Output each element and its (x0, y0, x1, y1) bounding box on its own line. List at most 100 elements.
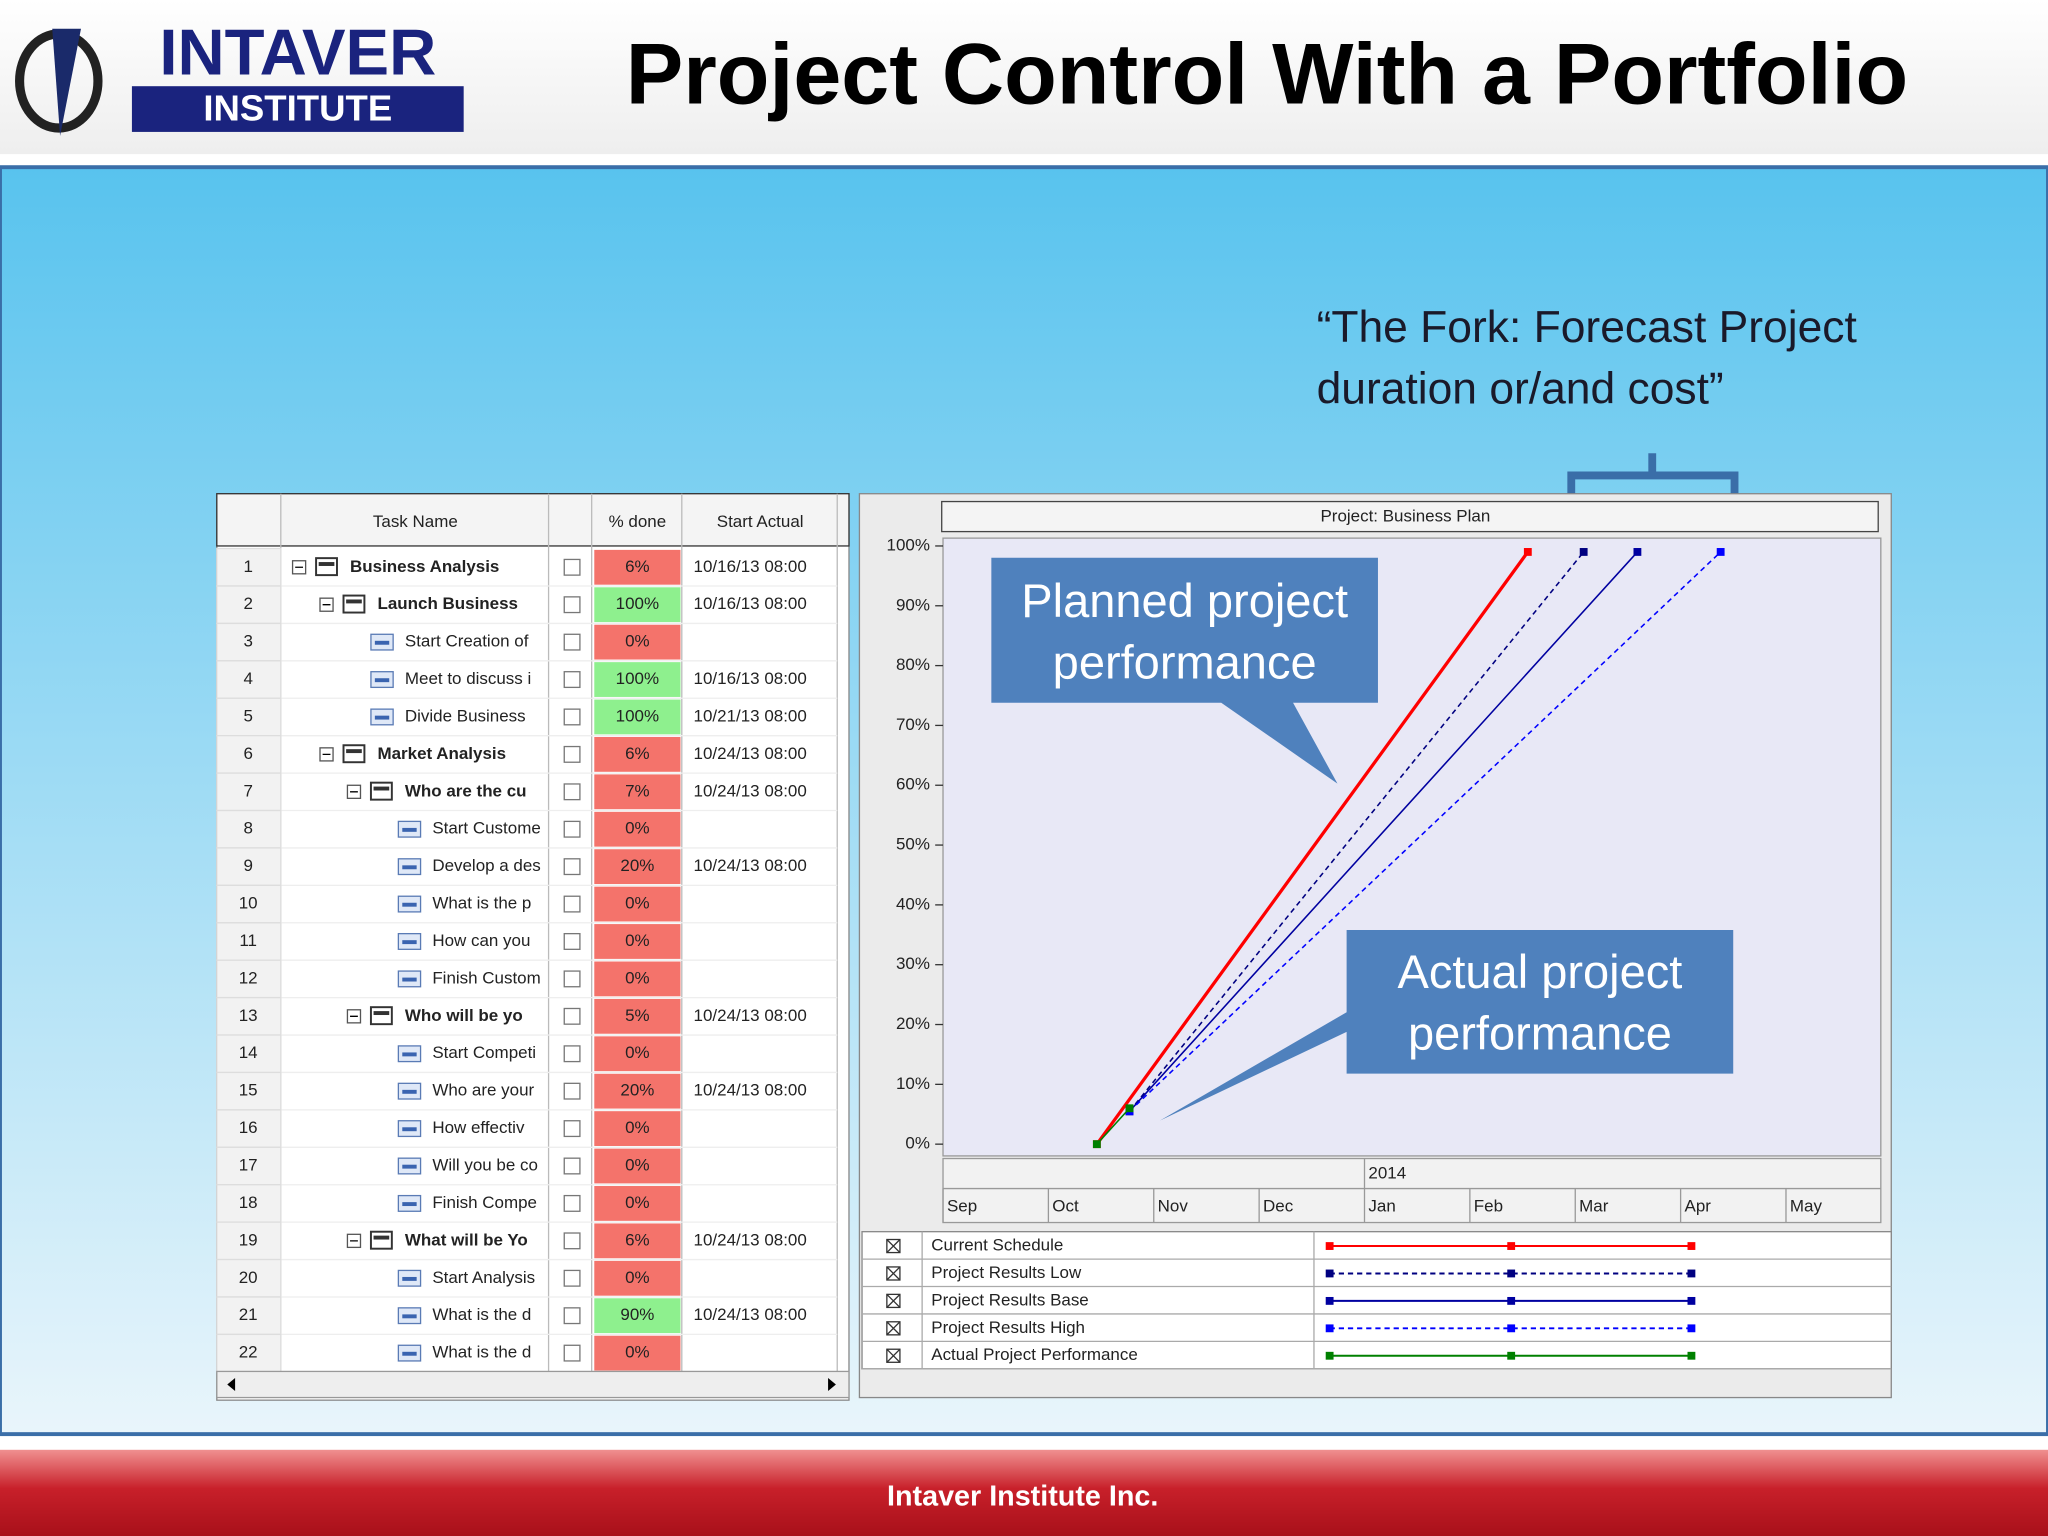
series-line (1095, 550, 1530, 1146)
task-name: Will you be co (432, 1155, 538, 1174)
checkbox[interactable] (563, 558, 581, 576)
checkbox[interactable] (563, 970, 581, 988)
row-number: 19 (239, 1230, 258, 1249)
percent-done: 6% (625, 1230, 650, 1249)
legend-toggle-x (886, 1266, 901, 1281)
series-line (1128, 551, 1638, 1112)
legend-marker (1507, 1242, 1516, 1250)
legend-marker (1687, 1296, 1696, 1305)
task-name: Develop a des (432, 856, 540, 875)
row-number: 14 (239, 1043, 258, 1062)
row-number-cell (216, 735, 282, 774)
summary-task-name: Launch Business (377, 594, 517, 613)
checkbox[interactable] (563, 783, 581, 801)
row-number: 18 (239, 1193, 258, 1212)
y-tick-label: 10% (896, 1074, 930, 1093)
legend-marker (1507, 1351, 1516, 1360)
percent-done: 0% (625, 1118, 650, 1137)
checkbox[interactable] (563, 596, 581, 614)
task-name: Start Competi (432, 1043, 536, 1062)
chart-title-box (941, 500, 1879, 533)
checkbox[interactable] (563, 708, 581, 726)
task-icon-bar (402, 1351, 417, 1356)
task-names: Business Analysis Launch Business Start Cr… (291, 557, 541, 1362)
checkbox[interactable] (563, 1344, 581, 1362)
logo-bottom: INSTITUTE (203, 88, 392, 129)
checkbox[interactable] (563, 1082, 581, 1100)
checkbox[interactable] (563, 820, 581, 838)
done-cell (594, 886, 681, 922)
row-number: 8 (243, 819, 252, 838)
legend-marker (1325, 1296, 1334, 1305)
legend-marker (1325, 1242, 1334, 1250)
percent-done: 20% (620, 856, 654, 875)
task-icon-bar (402, 1052, 417, 1057)
start-actual: 10/16/13 08:00 (694, 669, 807, 688)
y-tick-label: 80% (896, 655, 930, 674)
checkbox[interactable] (563, 1232, 581, 1250)
checkbox[interactable] (563, 1045, 581, 1063)
percent-done: 100% (616, 594, 659, 613)
percent-done: 0% (625, 632, 650, 651)
done-cell (594, 1335, 681, 1371)
legend-marker (1325, 1351, 1334, 1360)
percent-done: 100% (616, 669, 659, 688)
percent-done: 0% (625, 968, 650, 987)
row-number-cell (216, 809, 282, 849)
legend-label: Project Results Low (931, 1263, 1082, 1282)
start-actual: 10/24/13 08:00 (694, 1230, 807, 1249)
percent-done: 0% (625, 1268, 650, 1287)
summary-icon (369, 781, 393, 801)
checkbox[interactable] (563, 1007, 581, 1025)
done-cell (594, 811, 681, 847)
x-tick-label: Apr (1685, 1196, 1712, 1215)
y-tick-label: 20% (896, 1014, 930, 1033)
time-axis (942, 1157, 1882, 1224)
column-header: Task Name (373, 512, 458, 531)
x-tick-label: Feb (1474, 1196, 1503, 1215)
scrollbar[interactable] (216, 1370, 850, 1399)
task-icon-bar (374, 678, 390, 683)
legend-marker (1687, 1269, 1696, 1278)
x-tick-label: Jan (1368, 1196, 1395, 1215)
start-actual: 10/16/13 08:00 (694, 594, 807, 613)
row-number-cell (216, 622, 282, 662)
task-icon-bar (402, 940, 417, 945)
start-actual: 10/24/13 08:00 (694, 744, 807, 763)
row-number: 6 (243, 744, 252, 763)
callout-text: Actual project (1397, 945, 1682, 998)
summary-icon-bar (373, 1011, 390, 1016)
checkbox[interactable] (563, 1157, 581, 1175)
checkbox[interactable] (563, 895, 581, 913)
callout-text: Planned project (1021, 574, 1348, 627)
checkbox[interactable] (563, 671, 581, 689)
row-number: 16 (239, 1118, 258, 1137)
row-number: 15 (239, 1081, 258, 1100)
checkbox[interactable] (563, 745, 581, 763)
checkbox[interactable] (563, 633, 581, 651)
row-number-cell (216, 585, 282, 625)
checkbox[interactable] (563, 1120, 581, 1138)
row-number: 2 (243, 594, 252, 613)
start-actual: 10/24/13 08:00 (694, 781, 807, 800)
y-tick-label: 100% (887, 535, 930, 554)
summary-icon-bar (318, 562, 335, 566)
done-cell (594, 662, 681, 697)
summary-task-name: Who will be yo (405, 1006, 523, 1025)
legend-marker (1325, 1269, 1334, 1278)
task-name: Who are your (432, 1081, 534, 1100)
checkbox[interactable] (563, 858, 581, 876)
task-name: Meet to discuss i (405, 669, 531, 688)
percent-done: 0% (625, 1043, 650, 1062)
row-number: 5 (243, 706, 252, 725)
brace (1567, 453, 1739, 494)
checkbox[interactable] (563, 932, 581, 950)
task-icon-bar (402, 902, 417, 907)
checkbox[interactable] (563, 1269, 581, 1287)
checkbox[interactable] (563, 1307, 581, 1325)
done-cell (594, 924, 681, 959)
percent-done: 0% (625, 1343, 650, 1362)
legend-marker (1687, 1324, 1696, 1333)
checkbox[interactable] (563, 1194, 581, 1212)
